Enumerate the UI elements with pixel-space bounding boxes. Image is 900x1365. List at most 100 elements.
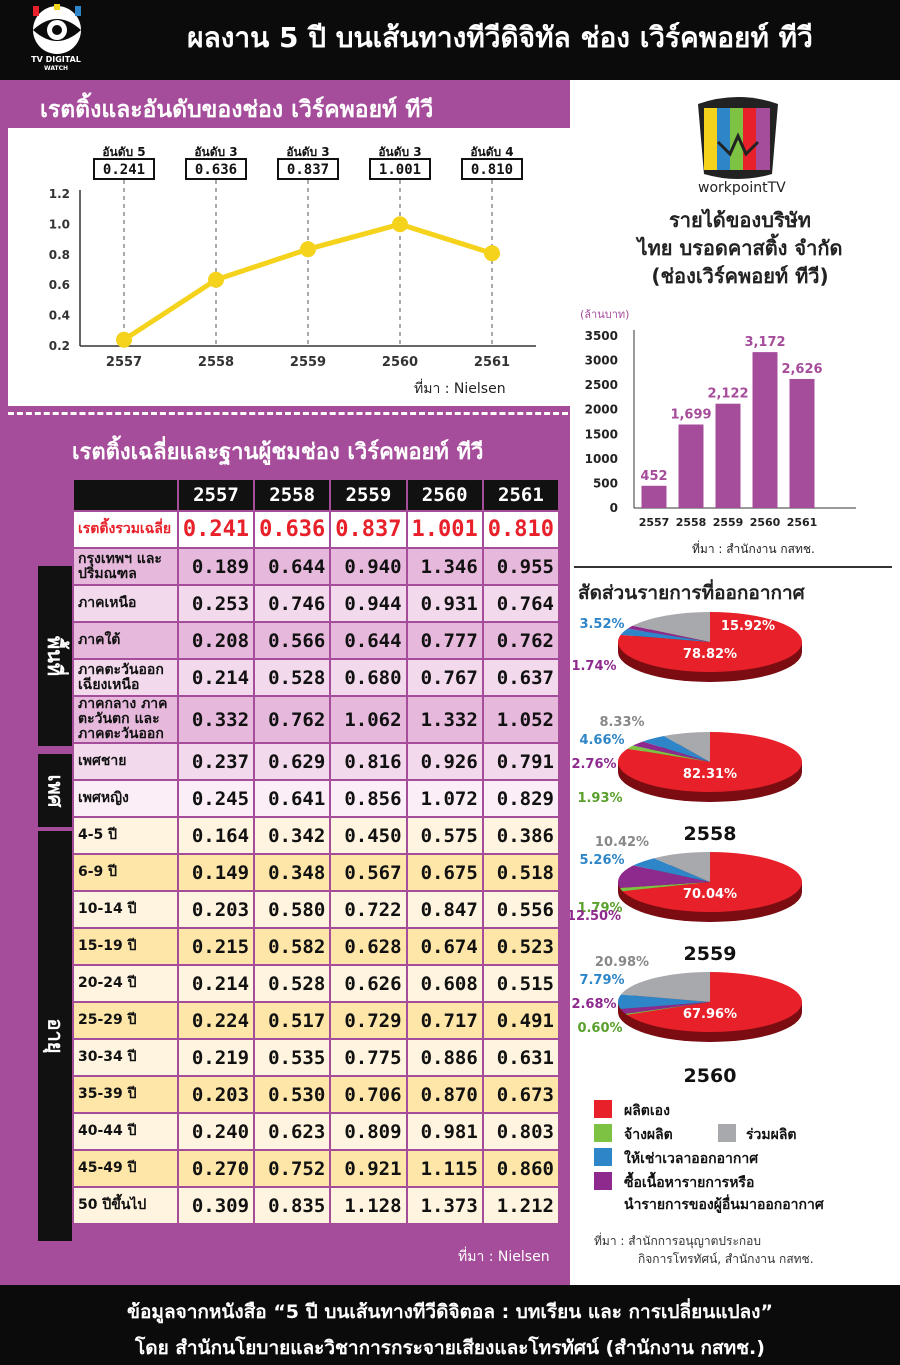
rating-point <box>300 241 316 258</box>
table-value: 0.835 <box>255 1188 330 1223</box>
table-header-year: 2561 <box>483 480 558 510</box>
value-label: 1.001 <box>379 162 421 178</box>
table-value: 0.674 <box>407 929 482 964</box>
group-label: เพศ <box>38 754 72 827</box>
legend-label: ร่วมผลิต <box>746 1127 797 1143</box>
table-header-cell <box>74 480 177 510</box>
table-row-label: 4-5 ปี <box>74 818 177 853</box>
pie-value-label: 20.98% <box>595 955 649 970</box>
pie-charts: 78.82% 3.52% 1.74% 15.92% 82.31% 1.93% 2.76% 4.… <box>570 612 802 1087</box>
rating-section-title: เรตติ้งและอันดับของช่อง เวิร์คพอยท์ ทีวี <box>40 97 434 123</box>
workpoint-logo-icon <box>698 97 778 179</box>
header-bar: TV DIGITAL WATCH ผลงาน 5 ปี บนเส้นทางทีวี… <box>0 0 900 80</box>
pie-value-label: 0.60% <box>577 1021 622 1036</box>
legend-label: ซื้อเนื้อหารายการหรือ <box>624 1175 755 1191</box>
workpoint-brand: workpointTV <box>698 180 786 196</box>
table-value: 0.386 <box>483 818 558 853</box>
rating-point <box>392 216 408 233</box>
revenue-bar <box>641 485 667 508</box>
table-source: ที่มา : Nielsen <box>458 1249 550 1265</box>
table-value: 0.931 <box>407 586 482 621</box>
pie-value-label: 3.52% <box>579 617 624 632</box>
table-value: 0.491 <box>483 1003 558 1038</box>
table-value: 0.940 <box>331 549 406 584</box>
table-value: 0.240 <box>178 1114 254 1149</box>
footer-line1: ข้อมูลจากหนังสือ “5 ปี บนเส้นทางทีวีดิจิ… <box>127 1301 773 1323</box>
table-value: 0.628 <box>331 929 406 964</box>
table-row-label: ภาคกลาง ภาคตะวันตก และภาคตะวันออก <box>74 697 177 742</box>
table-value: 0.870 <box>407 1077 482 1112</box>
table-value: 0.214 <box>178 966 254 1001</box>
table-value: 1.128 <box>331 1188 406 1223</box>
total-value: 0.636 <box>255 512 330 547</box>
x-tick-label: 2560 <box>382 355 418 370</box>
pie-value-label: 4.66% <box>579 733 624 748</box>
table-value: 0.680 <box>331 660 406 695</box>
pie-slice <box>633 858 710 882</box>
table-value: 0.528 <box>255 660 330 695</box>
rating-point <box>116 331 132 348</box>
pie-source: ที่มา : สำนักการอนุญาตประกอบ กิจการโทรทั… <box>594 1234 814 1266</box>
table-value: 0.582 <box>255 929 330 964</box>
revenue-bar <box>752 352 778 508</box>
group-label: อายุ <box>38 831 72 1241</box>
table-value: 0.237 <box>178 744 254 779</box>
table-value: 0.215 <box>178 929 254 964</box>
legend-swatch-gray <box>718 1124 736 1142</box>
pie-slice <box>620 1002 710 1014</box>
legend-label: ผลิตเอง <box>624 1103 670 1119</box>
footer: ข้อมูลจากหนังสือ “5 ปี บนเส้นทางทีวีดิจิ… <box>0 1285 900 1365</box>
eye-logo-icon <box>33 4 81 54</box>
pie-slice <box>627 625 710 642</box>
table-value: 1.072 <box>407 781 482 816</box>
table-row-label: กรุงเทพฯ และปริมณฑล <box>74 549 177 584</box>
table-value: 1.062 <box>331 697 406 742</box>
y-tick-label: 1000 <box>585 452 618 466</box>
table-value: 0.575 <box>407 818 482 853</box>
table-value: 0.752 <box>255 1151 330 1186</box>
revenue-title: รายได้ของบริษัท ไทย บรอดคาสติ้ง จำกัด (ช… <box>637 208 843 288</box>
table-value: 0.515 <box>483 966 558 1001</box>
x-tick-label: 2558 <box>676 516 707 529</box>
table-value: 0.626 <box>331 966 406 1001</box>
pie-slice <box>654 852 711 882</box>
y-tick-label: 2500 <box>585 378 618 392</box>
table-value: 0.556 <box>483 892 558 927</box>
pie-value-label: 1.93% <box>577 791 622 806</box>
table-row-label: 35-39 ปี <box>74 1077 177 1112</box>
pie-slice <box>620 628 710 642</box>
table-value: 0.764 <box>483 586 558 621</box>
pie-slice <box>626 972 802 1032</box>
logo-text: TV DIGITAL WATCH <box>31 55 81 72</box>
table-row-label: 40-44 ปี <box>74 1114 177 1149</box>
table-value: 0.675 <box>407 855 482 890</box>
y-tick-label: 1.2 <box>49 187 70 201</box>
total-row-label: เรตติ้งรวมเฉลี่ย <box>74 512 177 547</box>
table-value: 0.926 <box>407 744 482 779</box>
table-value: 0.149 <box>178 855 254 890</box>
x-tick-label: 2561 <box>474 355 510 370</box>
value-label: 0.837 <box>287 162 329 178</box>
table-value: 0.803 <box>483 1114 558 1149</box>
pie-value-label: 15.92% <box>721 619 775 634</box>
table-value: 0.523 <box>483 929 558 964</box>
table-value: 0.567 <box>331 855 406 890</box>
pie-slice <box>619 882 710 892</box>
table-value: 0.644 <box>255 549 330 584</box>
table-value: 0.955 <box>483 549 558 584</box>
revenue-bar <box>789 378 815 508</box>
y-tick-label: 2000 <box>585 403 618 417</box>
legend-label: จ้างผลิต <box>624 1127 673 1143</box>
rating-point <box>208 271 224 288</box>
x-tick-label: 2557 <box>106 355 142 370</box>
pie-value-label: 1.74% <box>571 659 616 674</box>
table-value: 0.816 <box>331 744 406 779</box>
legend-swatch-green <box>594 1124 612 1142</box>
y-tick-label: 0.2 <box>49 339 70 353</box>
table-value: 0.637 <box>483 660 558 695</box>
table-value: 0.641 <box>255 781 330 816</box>
legend-swatch-violet <box>594 1172 612 1190</box>
table-header-year: 2558 <box>255 480 330 510</box>
pie-slice <box>625 1002 710 1015</box>
y-tick-label: 0 <box>610 501 618 515</box>
